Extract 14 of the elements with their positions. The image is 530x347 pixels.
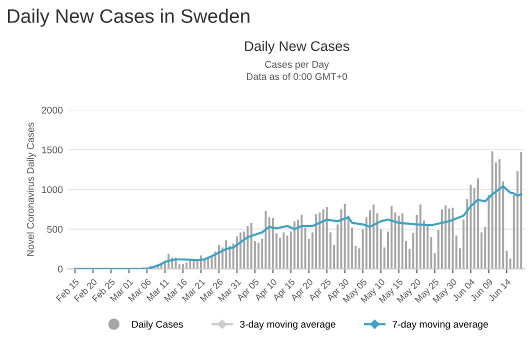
- legend-label: Daily Cases: [132, 320, 183, 330]
- y-tick-label: 2000: [42, 106, 63, 114]
- y-tick-label: 0: [58, 266, 63, 273]
- text: Data as of 0:00 GMT+0: [246, 72, 348, 80]
- text: Cases per Day: [265, 60, 329, 70]
- y-axis-title: Novel Coronavirus Daily Cases: [26, 122, 36, 256]
- y-tick-label: 1500: [42, 146, 63, 154]
- y-tick-label: 1000: [42, 186, 63, 194]
- chart-subtitle: Daily New Cases: [245, 40, 350, 54]
- legend-label: 3-day moving average: [240, 320, 336, 330]
- line-series: [74, 185, 522, 269]
- chart-title: Daily New Cases in Sweden: [8, 8, 250, 27]
- legend-label: 7-day moving average: [392, 320, 488, 330]
- y-tick-label: 500: [47, 226, 63, 233]
